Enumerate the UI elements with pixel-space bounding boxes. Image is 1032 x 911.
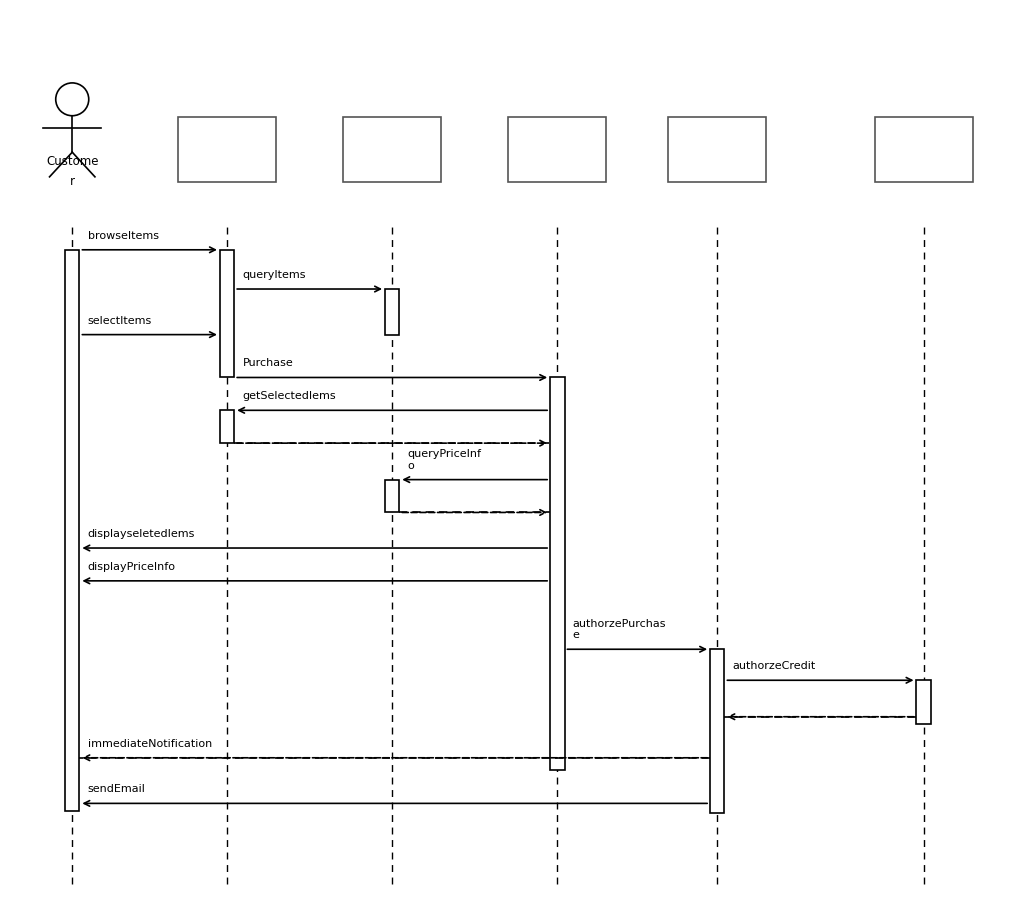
Text: getSelectedIems: getSelectedIems bbox=[243, 391, 336, 401]
Text: displayseletedIems: displayseletedIems bbox=[88, 528, 195, 538]
Text: DB: DB bbox=[384, 153, 400, 167]
Bar bbox=[916, 681, 931, 724]
Text: sendEmail: sendEmail bbox=[88, 783, 146, 793]
Text: Purchase: Purchase bbox=[243, 358, 293, 368]
Text: selectItems: selectItems bbox=[88, 315, 152, 325]
Text: r: r bbox=[70, 175, 74, 188]
Text: immediateNotification: immediateNotification bbox=[88, 738, 212, 748]
Text: Custome: Custome bbox=[46, 155, 98, 168]
Text: browseItems: browseItems bbox=[88, 230, 159, 241]
Text: n: n bbox=[920, 163, 928, 176]
Text: Credit Card: Credit Card bbox=[890, 125, 958, 138]
Text: queryPriceInf
o: queryPriceInf o bbox=[408, 448, 482, 470]
Text: Purchase: Purchase bbox=[530, 134, 584, 148]
Bar bbox=[710, 650, 724, 813]
Text: Interface: Interface bbox=[200, 153, 254, 167]
Bar bbox=[385, 290, 399, 335]
Text: queryItems: queryItems bbox=[243, 270, 307, 280]
Bar bbox=[65, 251, 79, 811]
Text: Checkout: Checkout bbox=[689, 144, 745, 157]
Text: Authorizatio: Authorizatio bbox=[888, 144, 960, 157]
Bar bbox=[509, 118, 607, 183]
Bar bbox=[385, 480, 399, 513]
Bar bbox=[220, 251, 234, 378]
Bar bbox=[875, 118, 972, 183]
Text: Browse: Browse bbox=[205, 134, 249, 148]
Text: displayPriceInfo: displayPriceInfo bbox=[88, 561, 175, 571]
Bar bbox=[668, 118, 766, 183]
Bar bbox=[220, 411, 234, 444]
Text: Item: Item bbox=[379, 134, 406, 148]
Bar bbox=[343, 118, 442, 183]
Bar bbox=[178, 118, 276, 183]
Text: authorzeCredit: authorzeCredit bbox=[733, 660, 816, 670]
Text: authorzePurchas
e: authorzePurchas e bbox=[573, 618, 667, 640]
Bar bbox=[550, 378, 565, 770]
Text: Interface: Interface bbox=[530, 153, 584, 167]
